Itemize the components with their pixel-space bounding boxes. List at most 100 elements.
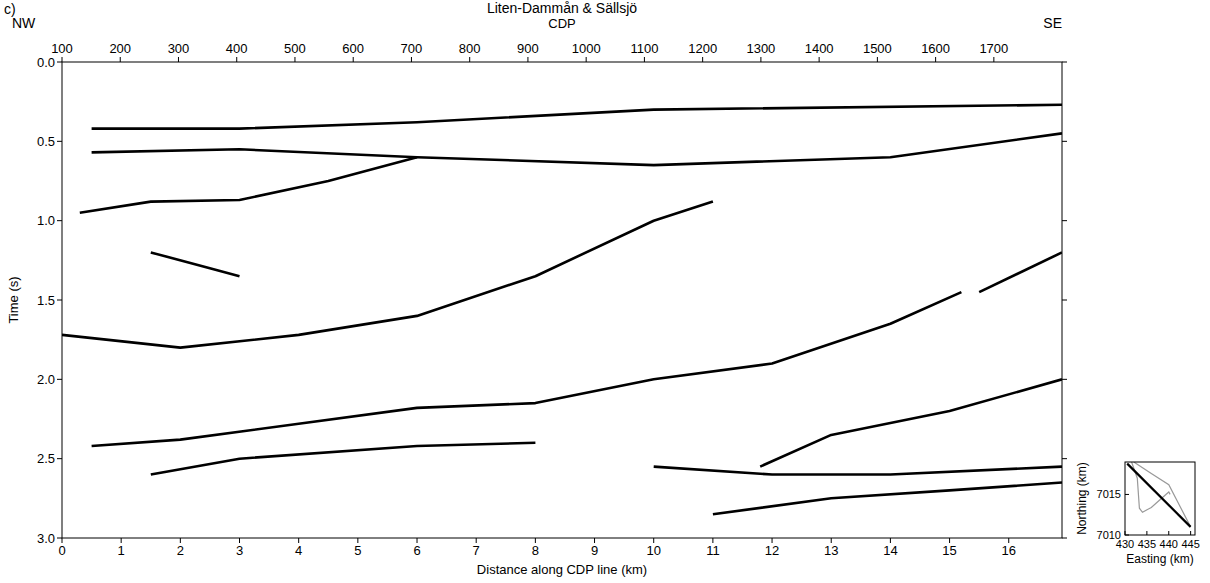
axis-title: CDP	[548, 16, 575, 31]
reflector	[62, 202, 713, 348]
x-tick-label: 8	[532, 543, 539, 558]
y-tick	[57, 220, 62, 221]
y-tick-label: 2.5	[37, 451, 55, 466]
x-tick-label: 4	[295, 543, 302, 558]
x2-tick-label: 1500	[863, 41, 892, 56]
x-tick-label: 14	[883, 543, 897, 558]
inset-frame	[1125, 462, 1195, 535]
reflector	[92, 105, 1062, 129]
x-tick-label: 440	[1160, 538, 1178, 550]
x-tick-label: 11	[706, 543, 720, 558]
x2-tick	[120, 57, 121, 62]
x-tick-label: 9	[591, 543, 598, 558]
y-tick-label: 0.0	[37, 55, 55, 70]
x-tick-label: 2	[177, 543, 184, 558]
x2-tick-label: 1300	[746, 41, 775, 56]
x2-tick	[178, 57, 179, 62]
y-tick-label: 3.0	[37, 531, 55, 546]
x2-tick-label: 1600	[921, 41, 950, 56]
x-tick-label: 1	[118, 543, 125, 558]
direction-label: SE	[1043, 15, 1062, 31]
x2-tick-label: 800	[459, 41, 481, 56]
x2-tick-label: 1000	[572, 41, 601, 56]
x2-tick	[411, 57, 412, 62]
y-tick	[1062, 379, 1067, 380]
y-tick-label: 7010	[1097, 529, 1121, 541]
x-tick-label: 445	[1181, 538, 1199, 550]
x-tick-label: 7	[473, 543, 480, 558]
y-tick	[57, 538, 62, 539]
x2-tick-label: 300	[168, 41, 190, 56]
reflector	[151, 252, 240, 276]
frame	[62, 62, 1062, 538]
x2-tick	[527, 57, 528, 62]
y-tick	[57, 379, 62, 380]
axis-title: Distance along CDP line (km)	[477, 562, 647, 577]
y-tick-label: 1.5	[37, 293, 55, 308]
reflector	[654, 467, 1062, 475]
y-tick-label: 0.5	[37, 134, 55, 149]
inset-background	[1125, 462, 1195, 535]
y-tick	[57, 458, 62, 459]
x-tick-label: 6	[413, 543, 420, 558]
direction-label: NW	[12, 15, 36, 31]
reflector	[92, 292, 962, 446]
y-tick	[57, 62, 62, 63]
x2-tick	[935, 57, 936, 62]
x2-tick-label: 400	[226, 41, 248, 56]
x2-tick-label: 1400	[805, 41, 834, 56]
reflector	[760, 379, 1062, 466]
x-tick-label: 435	[1138, 538, 1156, 550]
x2-tick-label: 900	[517, 41, 539, 56]
reflector	[151, 443, 536, 475]
y-tick	[1062, 300, 1067, 301]
y-tick	[1125, 494, 1129, 495]
axis-title: Northing (km)	[1075, 462, 1089, 535]
x2-tick	[353, 57, 354, 62]
x2-tick-label: 200	[109, 41, 131, 56]
figure: c)Liten-Dammån & SällsjöNWSECDP012345678…	[0, 0, 1210, 583]
x-tick-label: 12	[765, 543, 779, 558]
x-tick-label: 16	[1002, 543, 1016, 558]
x-tick-label: 3	[236, 543, 243, 558]
x2-tick-label: 1200	[688, 41, 717, 56]
x2-tick	[993, 57, 994, 62]
reflectors	[62, 105, 1062, 514]
y-tick-label: 1.0	[37, 213, 55, 228]
reflector	[92, 133, 1062, 165]
y-tick	[1062, 220, 1067, 221]
y-tick	[1062, 458, 1067, 459]
x2-tick	[644, 57, 645, 62]
x-tick	[1146, 531, 1147, 535]
x2-tick-label: 700	[401, 41, 423, 56]
x2-tick	[469, 57, 470, 62]
y-tick-label: 7015	[1097, 488, 1121, 500]
axis-title: Time (s)	[6, 276, 21, 323]
y-tick	[1062, 141, 1067, 142]
x-tick	[1190, 531, 1191, 535]
reflector	[80, 157, 417, 213]
x2-tick-label: 1100	[630, 41, 658, 56]
x2-tick-label: 600	[342, 41, 364, 56]
x2-tick-label: 500	[284, 41, 306, 56]
x-tick	[1125, 531, 1126, 535]
y-tick-label: 2.0	[37, 372, 55, 387]
axis-title: Easting (km)	[1126, 552, 1193, 566]
x2-tick-label: 1700	[979, 41, 1008, 56]
x2-tick	[702, 57, 703, 62]
reflector	[979, 252, 1062, 292]
x2-tick	[760, 57, 761, 62]
reflector	[713, 483, 1062, 515]
y-tick	[1125, 535, 1129, 536]
title: Liten-Dammån & Sällsjö	[487, 0, 637, 16]
y-tick	[57, 141, 62, 142]
x-tick	[1168, 531, 1169, 535]
x-tick-label: 0	[58, 543, 65, 558]
y-tick	[57, 300, 62, 301]
profile-line	[1127, 464, 1190, 527]
x-tick-label: 10	[646, 543, 660, 558]
x2-tick	[586, 57, 587, 62]
x2-tick	[62, 57, 63, 62]
x2-tick	[877, 57, 878, 62]
x-tick-label: 15	[942, 543, 956, 558]
